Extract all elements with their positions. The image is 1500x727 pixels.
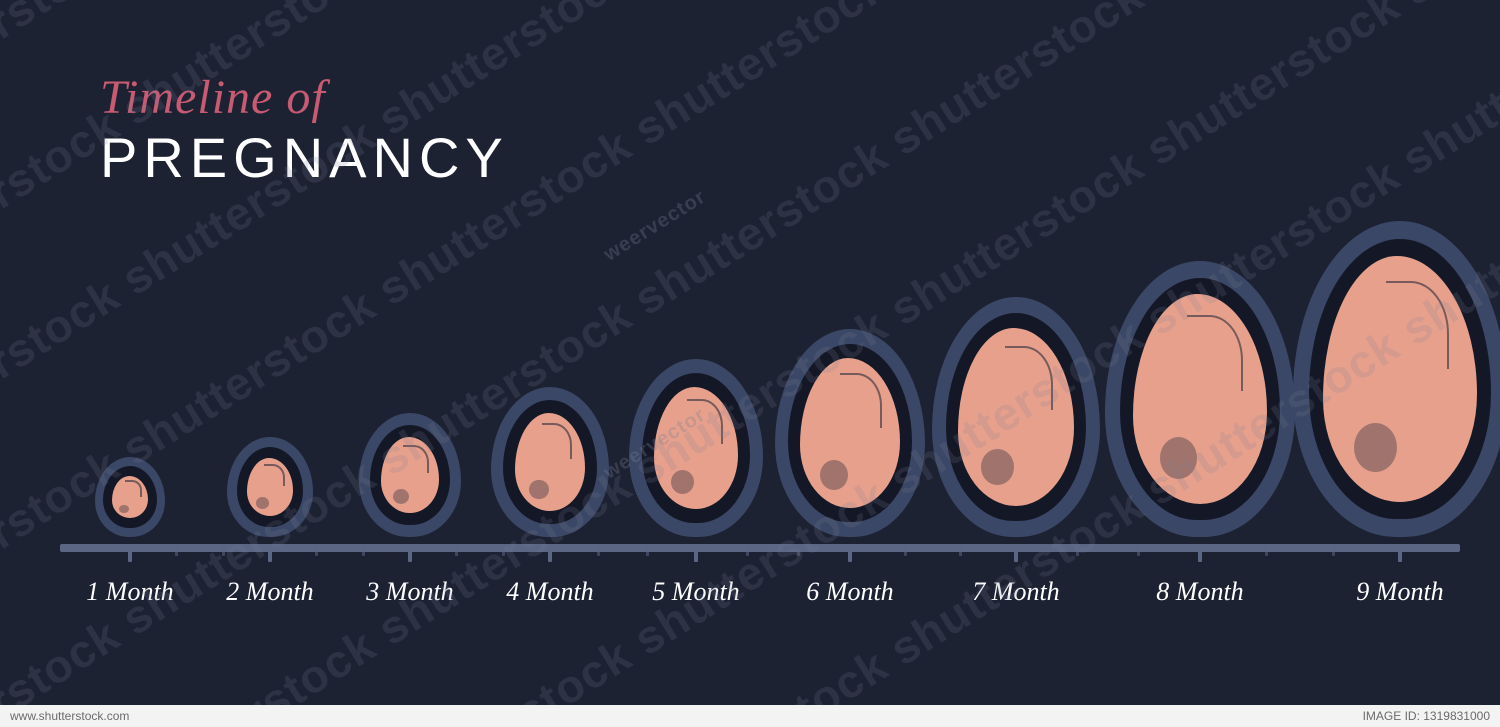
title-block: Timeline of PREGNANCY	[100, 70, 509, 190]
fetus-stage	[1105, 261, 1295, 537]
fetus-stage	[227, 437, 313, 537]
footer-id: IMAGE ID: 1319831000	[1363, 705, 1490, 727]
timeline-tick	[1198, 544, 1202, 562]
timeline-tick	[1014, 544, 1018, 562]
timeline-tick-minor	[646, 544, 649, 556]
fetus-stage	[95, 457, 165, 537]
timeline-tick	[848, 544, 852, 562]
timeline-tick-minor	[1137, 544, 1140, 556]
stage-label: 6 Month	[806, 577, 893, 607]
timeline-tick-minor	[175, 544, 178, 556]
timeline-tick-minor	[797, 544, 800, 556]
timeline-tick-minor	[222, 544, 225, 556]
timeline-tick-minor	[1332, 544, 1335, 556]
fetus-icon	[247, 458, 293, 516]
timeline-tick-minor	[1265, 544, 1268, 556]
timeline-tick-minor	[1076, 544, 1079, 556]
timeline-tick-minor	[362, 544, 365, 556]
timeline-tick-minor	[904, 544, 907, 556]
timeline-tick-minor	[959, 544, 962, 556]
timeline-tick-minor	[502, 544, 505, 556]
stage-label: 7 Month	[972, 577, 1059, 607]
timeline: 1 Month 2 Month 3 Month 4 Month 5 Month 6 Mon…	[60, 247, 1460, 607]
stage-label: 3 Month	[366, 577, 453, 607]
stage-label: 1 Month	[86, 577, 173, 607]
timeline-tick	[1398, 544, 1402, 562]
timeline-tick-minor	[455, 544, 458, 556]
title-line1: Timeline of	[100, 70, 509, 125]
fetus-stage	[775, 329, 925, 537]
stage-label: 8 Month	[1156, 577, 1243, 607]
timeline-tick	[268, 544, 272, 562]
fetus-stage	[932, 297, 1100, 537]
timeline-tick-minor	[315, 544, 318, 556]
footer-id-value: 1319831000	[1423, 709, 1490, 723]
fetus-stage	[1293, 221, 1500, 537]
stage-label: 4 Month	[506, 577, 593, 607]
timeline-tick-minor	[597, 544, 600, 556]
timeline-tick	[694, 544, 698, 562]
timeline-tick	[128, 544, 132, 562]
stock-footer: www.shutterstock.com IMAGE ID: 131983100…	[0, 705, 1500, 727]
footer-id-label: IMAGE ID:	[1363, 709, 1420, 723]
timeline-tick	[548, 544, 552, 562]
fetus-stage	[359, 413, 461, 537]
fetus-icon	[112, 476, 148, 518]
fetus-stage	[629, 359, 763, 537]
footer-site: www.shutterstock.com	[10, 705, 129, 727]
stage-label: 9 Month	[1356, 577, 1443, 607]
timeline-tick	[408, 544, 412, 562]
timeline-tick-minor	[746, 544, 749, 556]
stage-label: 2 Month	[226, 577, 313, 607]
fetus-stage	[491, 387, 609, 537]
stage-label: 5 Month	[652, 577, 739, 607]
title-line2: PREGNANCY	[100, 125, 509, 190]
